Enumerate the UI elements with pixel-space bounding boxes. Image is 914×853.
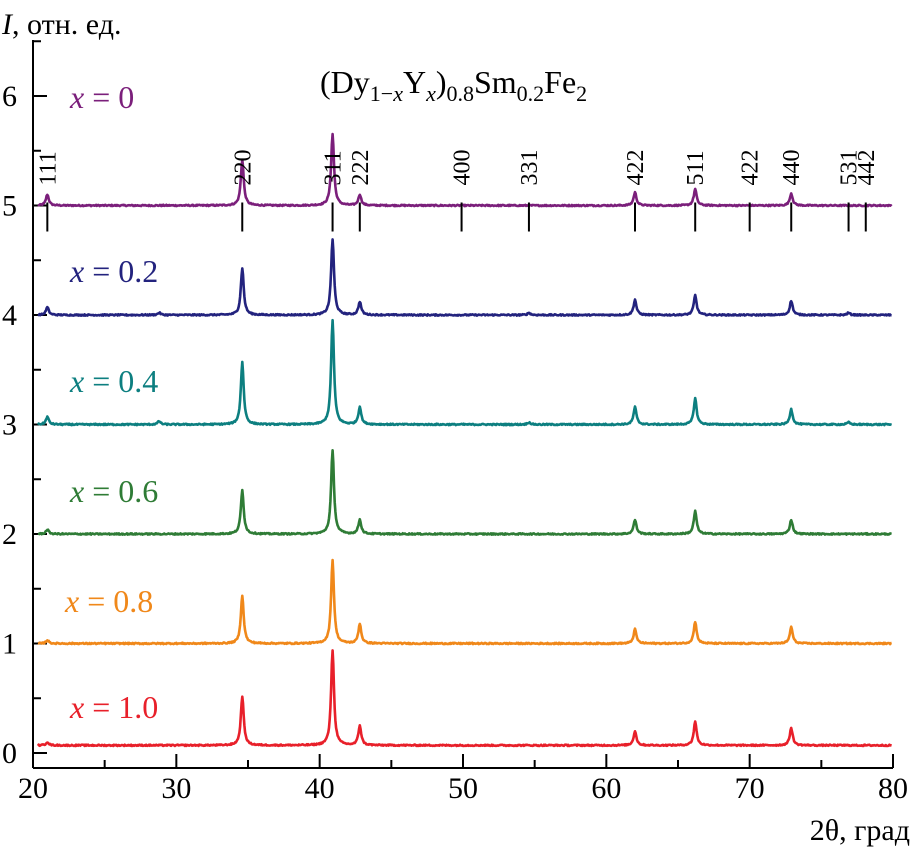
y-tick-label: 6 — [2, 80, 17, 113]
peak-label: 400 — [450, 150, 476, 186]
peak-label: 511 — [683, 150, 709, 185]
series-layer — [36, 132, 893, 748]
axis-ticks: 20 30 40 50 60 70 80 0 1 2 3 4 5 6 — [2, 40, 908, 805]
y-tick-label: 2 — [2, 518, 17, 551]
series-label: x = 0.2 — [69, 253, 158, 289]
series-line — [37, 558, 893, 646]
series-line — [36, 318, 893, 427]
series-label: x = 1.0 — [69, 689, 158, 725]
x-tick-label: 40 — [305, 772, 335, 805]
series-line — [37, 448, 893, 536]
y-tick-label: 4 — [2, 299, 17, 332]
peak-label: 531 — [837, 150, 863, 186]
series-label: x = 0.8 — [64, 583, 153, 619]
y-tick-label: 0 — [2, 737, 17, 770]
peak-label: 442 — [854, 150, 880, 186]
peak-label: 422 — [738, 150, 764, 186]
x-tick-label: 60 — [591, 772, 621, 805]
chart-title: (Dy1−xYx)0.8Sm0.2Fe2 — [320, 64, 587, 106]
peak-label: 440 — [779, 150, 805, 186]
peak-label: 220 — [230, 150, 256, 186]
x-axis-title: 2θ, град — [810, 814, 910, 847]
axes — [32, 40, 893, 769]
y-axis-title: I, отн. ед. — [1, 8, 121, 41]
x-tick-label: 80 — [878, 772, 908, 805]
series-line — [37, 238, 893, 317]
peak-label: 331 — [517, 150, 543, 186]
peak-label: 111 — [35, 151, 61, 185]
series-label: x = 0.4 — [69, 363, 158, 399]
x-tick-label: 30 — [161, 772, 191, 805]
x-tick-label: 50 — [448, 772, 478, 805]
y-tick-label: 3 — [2, 409, 17, 442]
peak-label: 422 — [623, 150, 649, 186]
series-label: x = 0 — [69, 79, 134, 115]
x-tick-label: 70 — [735, 772, 765, 805]
series-line — [36, 649, 893, 748]
labels-layer: x = 0 x = 0.2 x = 0.4 x = 0.6 x = 0.8 x = 1.0 — [64, 79, 158, 725]
y-tick-label: 5 — [2, 190, 17, 223]
peak-label: 222 — [348, 150, 374, 186]
x-tick-label: 20 — [18, 772, 48, 805]
y-tick-label: 1 — [2, 628, 17, 661]
peak-label: 311 — [321, 150, 347, 185]
series-label: x = 0.6 — [69, 473, 158, 509]
